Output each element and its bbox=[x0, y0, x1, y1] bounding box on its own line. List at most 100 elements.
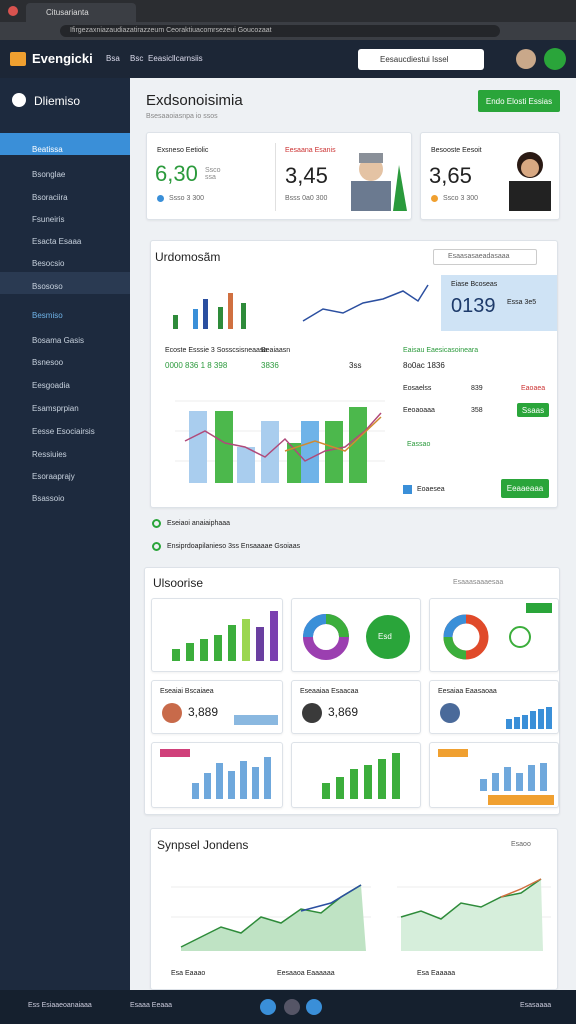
menu-item[interactable]: Bsoraciira bbox=[32, 193, 68, 202]
menu-item[interactable]: Esamsprpian bbox=[32, 404, 79, 413]
kpi-card: Besooste Eesoit 3,65 Ssco 3 300 bbox=[420, 132, 560, 220]
menu-item[interactable]: Bsonglae bbox=[32, 170, 66, 179]
widget bbox=[429, 742, 559, 808]
menu: Beatissa Bsonglae Bsoraciira Fsuneiris Esact… bbox=[0, 78, 130, 978]
menu-item[interactable]: Esoraaprajy bbox=[32, 472, 75, 481]
kpi-value: 3,45 bbox=[285, 163, 328, 188]
small-button[interactable]: Ssaas bbox=[517, 403, 549, 417]
side-value: 839 bbox=[471, 385, 483, 392]
menu-item[interactable]: Eesse Esociairsis bbox=[32, 427, 95, 436]
status-icon bbox=[152, 542, 161, 551]
widget: Eseaaiaa Esaacaa 3,869 bbox=[291, 680, 421, 734]
highlight-box: Eiase Bcoseas 0139 Essa 3e5 bbox=[441, 275, 557, 331]
pie-label: Esd bbox=[378, 632, 392, 641]
combo-chart bbox=[175, 400, 385, 483]
avatar bbox=[302, 703, 322, 723]
trend-charts bbox=[171, 878, 551, 951]
legend-label: Eoaesea bbox=[417, 486, 445, 493]
logo: Evengicki bbox=[32, 51, 93, 66]
side-label: Eosaelss bbox=[403, 385, 432, 392]
address-bar: Ifirgezaxniazaudiazatirazzeum Ceoraktiua… bbox=[0, 22, 576, 40]
widget bbox=[429, 598, 559, 672]
sidebar: Dliemiso Beatissa Bsonglae Bsoraciira Fsune… bbox=[0, 78, 130, 990]
avatar bbox=[162, 703, 182, 723]
kpi-label: Eesaana Esanis bbox=[285, 147, 336, 154]
taskbar-mid: Esaaa Eeaaa bbox=[130, 1002, 173, 1009]
app-header: Evengicki Bsa Bsc Eeasicllcarnsiis Eesau… bbox=[0, 40, 576, 78]
highlight-value: 0139 bbox=[451, 295, 496, 317]
tab[interactable]: Citusarianta bbox=[26, 3, 136, 22]
panel-title: Ulsoorise bbox=[153, 576, 204, 590]
bar-widget bbox=[172, 611, 278, 661]
menu-item[interactable]: Bsososo bbox=[32, 282, 63, 291]
menu-item[interactable]: Bosama Gasis bbox=[32, 336, 85, 345]
nav[interactable]: Bsa bbox=[106, 54, 120, 63]
dot bbox=[157, 195, 164, 202]
primary-button[interactable]: Endo Elosti Essias bbox=[478, 90, 560, 112]
menu-item[interactable]: Ressiuies bbox=[32, 450, 67, 459]
widget: Esd bbox=[291, 598, 421, 672]
menu-item[interactable]: Besmiso bbox=[32, 311, 63, 320]
taskbar-icon[interactable] bbox=[284, 999, 300, 1015]
person-illustration bbox=[351, 153, 407, 211]
bar-widget bbox=[438, 749, 554, 805]
mini-bars bbox=[506, 707, 552, 729]
widget-value: 3,889 bbox=[188, 705, 219, 719]
active-item-bg bbox=[0, 133, 130, 155]
menu-item[interactable]: Besocsio bbox=[32, 259, 65, 268]
url[interactable]: Ifirgezaxniazaudiazatirazzeum Ceoraktiua… bbox=[60, 25, 500, 37]
highlight-label: Eiase Bcoseas bbox=[451, 281, 498, 288]
avatar[interactable] bbox=[516, 49, 536, 69]
close-dot[interactable] bbox=[8, 6, 18, 16]
taskbar-icon[interactable] bbox=[306, 999, 322, 1015]
divider bbox=[275, 143, 276, 211]
sidebar-title: Dliemiso bbox=[34, 94, 81, 108]
bar bbox=[234, 715, 278, 725]
kpi-label: Besooste Eesoit bbox=[431, 147, 482, 154]
menu-item[interactable]: Beatissa bbox=[32, 145, 63, 154]
panel-search[interactable]: Esaasasaeadasaaa bbox=[433, 249, 537, 265]
widget: Eesaiaa Eaasaoaa bbox=[429, 680, 559, 734]
tab-bar: Citusarianta bbox=[0, 0, 576, 22]
kpi-foot: Ssco 3 300 bbox=[443, 195, 479, 202]
kpi-card: Exsneso Eetiolic 6,30 Ssco ssa Ssso 3 30… bbox=[146, 132, 412, 220]
side-value: 358 bbox=[471, 407, 483, 414]
taskbar-icon[interactable] bbox=[260, 999, 276, 1015]
analytics-panel: Urdomosãm Esaasasaeadasaaa Eiase Bcoseas… bbox=[150, 240, 558, 508]
kpi-label: Exsneso Eetiolic bbox=[157, 147, 209, 154]
menu-item[interactable]: Eesgoadia bbox=[32, 381, 70, 390]
kpi-value: 6,30 bbox=[155, 161, 198, 186]
widget-value: 3,869 bbox=[328, 705, 359, 719]
panel-tools: Esaaasaaaesaa bbox=[453, 579, 504, 586]
menu-item[interactable]: Bsassoio bbox=[32, 494, 65, 503]
logo-icon bbox=[10, 52, 26, 66]
person-illustration bbox=[509, 152, 551, 211]
kpi-note: Ssco ssa bbox=[205, 167, 221, 181]
panel-tools: Esaoo bbox=[511, 841, 531, 848]
legend-swatch bbox=[403, 485, 412, 494]
bar-widget bbox=[322, 753, 400, 799]
nav[interactable]: Bsc bbox=[130, 54, 144, 63]
nav[interactable]: Eeasicllcarnsiis bbox=[148, 54, 203, 63]
menu-item[interactable]: Bsnesoo bbox=[32, 358, 64, 367]
row-label: Eaisau Eaesicasoineara bbox=[403, 347, 479, 354]
page-title: Exdsonoisimia bbox=[146, 92, 243, 109]
action-button[interactable] bbox=[544, 48, 566, 70]
widget-label: Eseaiai Bscaiaea bbox=[160, 688, 214, 695]
search-box[interactable]: Eesaucdiestui Issel bbox=[358, 49, 484, 70]
avatar bbox=[440, 703, 460, 723]
legend: Esa Eaaaaa bbox=[417, 970, 456, 977]
legend: Eesaaoa Eaaaaaa bbox=[277, 970, 335, 977]
taskbar-left: Ess Esiaaeoanaiaaa bbox=[28, 1002, 92, 1009]
kpi-foot: Bsss 0a0 300 bbox=[285, 195, 328, 202]
dot bbox=[431, 195, 438, 202]
menu-item[interactable]: Esacta Esaaa bbox=[32, 237, 82, 246]
menu-item[interactable]: Fsuneiris bbox=[32, 215, 65, 224]
legend: Esa Eaaao bbox=[171, 970, 206, 977]
stat: 3ss bbox=[349, 361, 362, 370]
hover-item-bg bbox=[0, 272, 130, 294]
side-label: Eeoaoaaa bbox=[403, 407, 435, 414]
pie-widget bbox=[303, 614, 410, 660]
taskbar: Ess Esiaaeoanaiaaa Esaaa Eeaaa Esasaaaa bbox=[0, 990, 576, 1024]
panel-button[interactable]: Eeaaeaaa bbox=[501, 479, 549, 498]
